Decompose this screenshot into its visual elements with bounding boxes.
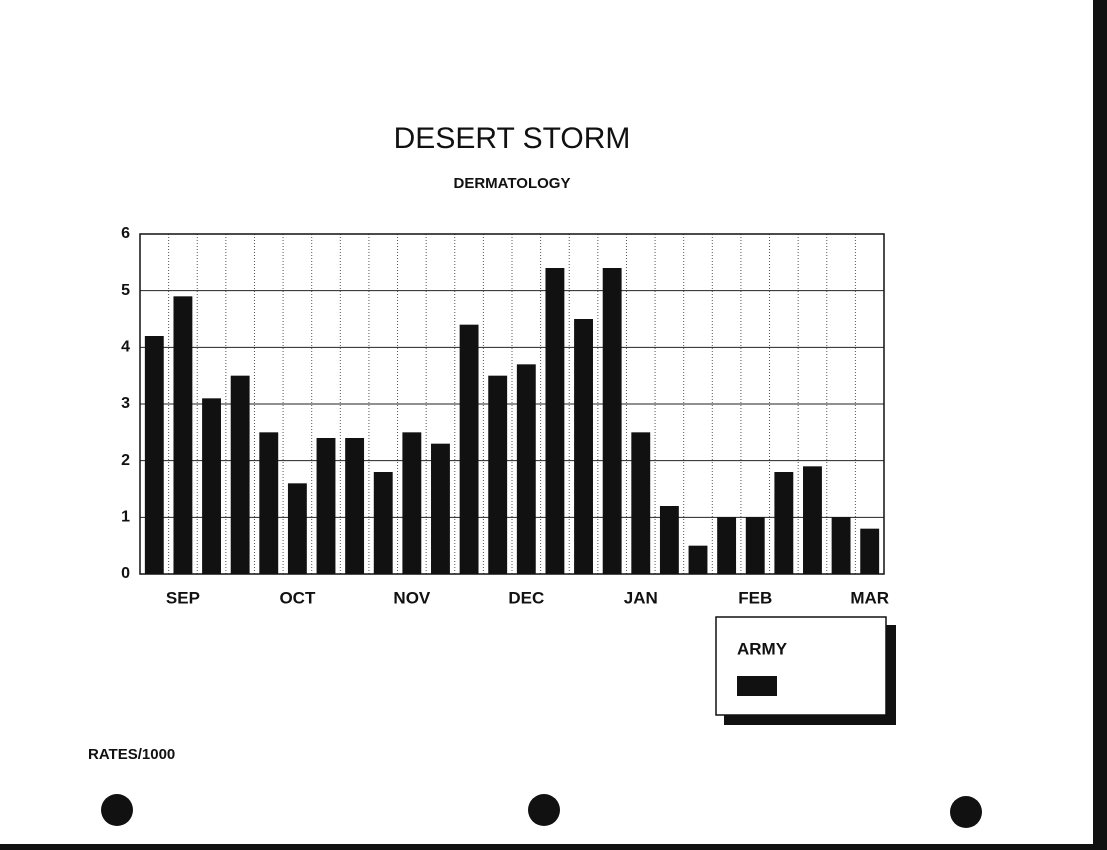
y-tick-label: 4 (121, 339, 130, 356)
bar (774, 472, 794, 574)
binder-hole (528, 794, 560, 826)
chart-title: DESERT STORM (394, 122, 631, 155)
binder-hole (950, 796, 982, 828)
bar (717, 517, 737, 574)
scan-edge (0, 844, 1107, 850)
y-tick-label: 0 (121, 565, 130, 582)
binder-hole (101, 794, 133, 826)
bar (745, 517, 765, 574)
x-tick-label: SEP (166, 588, 200, 607)
bar (545, 268, 565, 574)
scan-edge (1093, 0, 1107, 850)
legend (715, 616, 887, 716)
bar (230, 375, 250, 574)
bar (259, 432, 279, 574)
bar (574, 319, 593, 574)
bar (688, 545, 708, 574)
y-tick-label: 5 (121, 282, 130, 299)
bar (602, 268, 622, 574)
x-tick-label: NOV (393, 588, 431, 607)
y-tick-label: 6 (121, 225, 130, 242)
bar (831, 517, 851, 574)
y-tick-label: 3 (121, 395, 130, 412)
x-tick-label: MAR (850, 588, 889, 607)
bar (144, 336, 164, 574)
x-tick-label: JAN (624, 588, 658, 607)
bar (373, 472, 393, 574)
y-tick-label: 2 (121, 452, 130, 469)
bar (803, 466, 822, 574)
x-tick-label: DEC (508, 588, 544, 607)
bar (345, 438, 365, 574)
x-tick-label: FEB (738, 588, 772, 607)
bar (459, 324, 479, 574)
bar (202, 398, 221, 574)
bar (287, 483, 307, 574)
bar (316, 438, 336, 574)
bar (860, 528, 880, 574)
y-tick-label: 1 (121, 509, 130, 526)
x-tick-label: OCT (279, 588, 316, 607)
legend-label: ARMY (737, 639, 788, 658)
chart-subtitle: DERMATOLOGY (454, 175, 571, 192)
bar (431, 443, 450, 574)
annotation: RATES/1000 (88, 746, 175, 763)
bar (659, 506, 679, 574)
bar (488, 375, 508, 574)
legend-swatch (737, 676, 777, 696)
bar (631, 432, 651, 574)
bar (173, 296, 193, 574)
plot-frame (139, 233, 885, 575)
bar (402, 432, 422, 574)
bar (516, 364, 536, 574)
